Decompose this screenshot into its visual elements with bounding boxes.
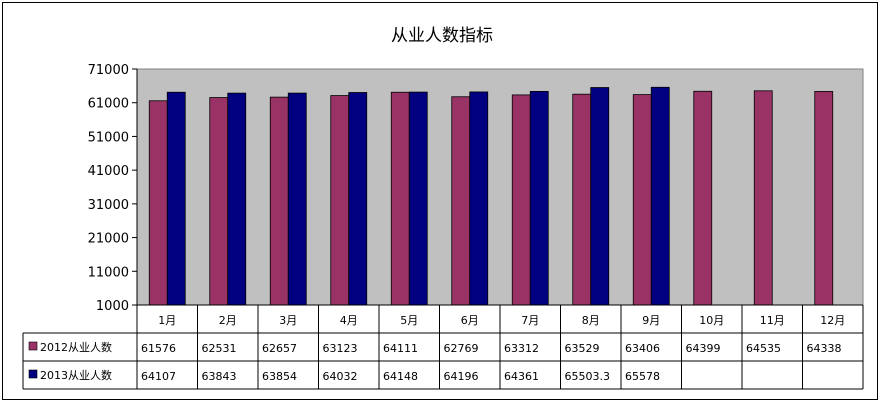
x-tick-label: 8月 (582, 314, 600, 327)
y-tick-label: 41000 (88, 164, 129, 179)
data-label: 65578 (625, 370, 660, 383)
bar-series1 (511, 94, 531, 306)
data-label: 65503.3 (565, 370, 611, 383)
data-label: 63312 (504, 342, 539, 355)
data-label: 63843 (202, 370, 237, 383)
y-tick-label: 1000 (96, 299, 129, 314)
data-label: 64361 (504, 370, 539, 383)
legend-label: 2012从业人数 (40, 341, 112, 354)
bar-series2 (469, 91, 489, 306)
legend-label: 2013从业人数 (40, 369, 112, 382)
bar-series2 (590, 87, 610, 306)
data-label: 63123 (323, 342, 358, 355)
x-tick-label: 2月 (219, 314, 237, 327)
data-label: 63406 (625, 342, 660, 355)
legend-swatch (28, 369, 38, 379)
x-tick-label: 5月 (400, 314, 418, 327)
y-tick-label: 21000 (88, 232, 129, 247)
x-tick-label: 7月 (521, 314, 539, 327)
data-table: 1月 2月 3月 4月 5月 6月 7月 8月 9月 10月 11月 12月 2012从业人数 61576… (22, 304, 864, 390)
bar-series1 (269, 96, 289, 306)
data-label: 64148 (383, 370, 418, 383)
legend-swatch (28, 341, 38, 351)
data-label: 64338 (807, 342, 842, 355)
data-label: 64032 (323, 370, 358, 383)
x-tick-label: 12月 (820, 314, 845, 327)
bar-series2 (166, 91, 186, 306)
bar-series1 (753, 90, 773, 306)
x-tick-label: 1月 (158, 314, 176, 327)
bar-series2 (650, 86, 670, 306)
bar-series1 (632, 94, 652, 306)
x-tick-label: 9月 (642, 314, 660, 327)
bar-series2 (287, 92, 307, 306)
data-label: 64535 (746, 342, 781, 355)
x-tick-label: 6月 (461, 314, 479, 327)
chart-canvas: 从业人数指标 71000 61000 51000 41000 31000 21000 110… (22, 26, 864, 390)
bar-series1 (814, 91, 834, 306)
y-tick-label: 71000 (88, 63, 129, 78)
chart-frame: 从业人数指标 71000 61000 51000 41000 31000 21000 110… (2, 2, 878, 400)
y-tick-label: 31000 (88, 198, 129, 213)
data-label: 63529 (565, 342, 600, 355)
data-label: 62657 (262, 342, 297, 355)
bar-series1 (330, 95, 350, 306)
data-label: 64196 (444, 370, 479, 383)
bar-series2 (227, 92, 247, 306)
bar-series1 (209, 97, 229, 306)
x-tick-label: 11月 (760, 314, 785, 327)
chart-title: 从业人数指标 (391, 26, 493, 46)
y-axis: 71000 61000 51000 41000 31000 21000 11000 1000 (88, 63, 138, 314)
y-tick-label: 61000 (88, 97, 129, 112)
data-label: 64107 (141, 370, 176, 383)
bar-series1 (693, 90, 713, 306)
bar-series2 (348, 92, 368, 306)
bar-series2 (529, 90, 549, 306)
bar-series1 (390, 91, 410, 306)
bars-layer (148, 86, 834, 306)
data-label: 62531 (202, 342, 237, 355)
data-label: 64111 (383, 342, 418, 355)
data-label: 64399 (686, 342, 721, 355)
bar-series1 (451, 96, 471, 306)
y-tick-label: 51000 (88, 130, 129, 145)
x-tick-label: 10月 (699, 314, 724, 327)
y-tick-label: 11000 (88, 265, 129, 280)
bar-series1 (148, 100, 168, 306)
x-tick-label: 3月 (279, 314, 297, 327)
data-label: 61576 (141, 342, 176, 355)
bar-series1 (572, 93, 592, 306)
bar-series2 (408, 91, 428, 306)
x-tick-label: 4月 (340, 314, 358, 327)
data-label: 62769 (444, 342, 479, 355)
plot-area (136, 68, 864, 306)
data-label: 63854 (262, 370, 297, 383)
